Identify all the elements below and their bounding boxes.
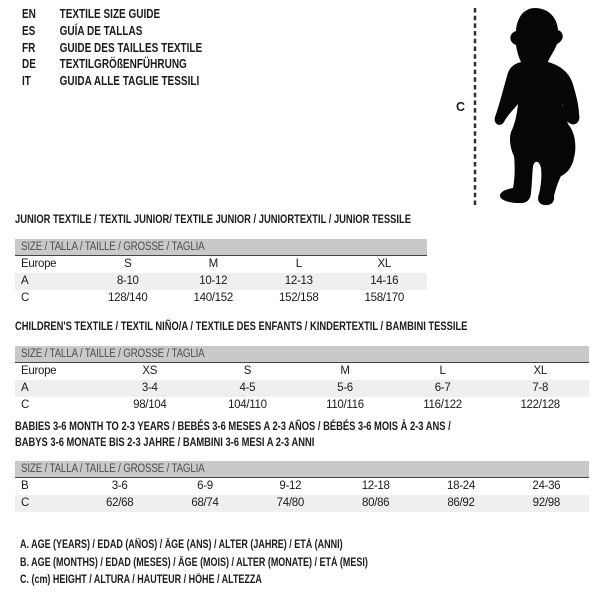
cell-value: 68/74 [162,495,248,512]
cell-value: 14-16 [341,272,427,290]
language-code: FR [22,40,36,55]
cell-value: 7-8 [491,379,589,397]
cell-value: 10-12 [170,272,256,290]
cell-value: 158/170 [364,291,405,304]
row-label: Europe [21,364,57,377]
cell-value: 5-6 [296,379,394,397]
table-title: BABIES 3-6 MONTH TO 2-3 YEARS / BEBÉS 3-… [15,419,451,433]
language-title-list: EN TEXTILE SIZE GUIDE ES GUÍA DE TALLAS … [22,6,247,90]
cell-value: L [295,257,302,270]
row-label: C [21,291,30,304]
table-title: BABYS 3-6 MONATE BIS 2-3 JAHRE / BAMBINI… [15,434,315,449]
cell-value: 80/86 [332,495,419,512]
cell-value: L [439,364,446,377]
cell-value: XL [377,257,392,270]
cell-value: 8-10 [85,272,171,290]
language-row: IT GUIDA ALLE TAGLIE TESSILI [22,73,202,90]
table-row: C 128/140 140/152 152/158 158/170 [15,290,427,307]
size-header-cell: SIZE / TALLA / TAILLE / GRÖSSE / TAGLIA [15,238,427,256]
table-row: C 98/104 104/110 110/116 116/122 122/128 [15,397,589,414]
cell-value: 4-5 [198,379,297,397]
size-header-text: SIZE / TALLA / TAILLE / GRÖSSE / TAGLIA [21,347,205,360]
table-row: B 3-6 6-9 9-12 12-18 18-24 24-36 [15,478,589,496]
language-code: DE [22,57,36,72]
language-title: TEXTILE SIZE GUIDE [59,7,161,21]
language-row: DE TEXTILGRÖßENFÜHRUNG [22,56,202,73]
language-title: GUIDE DES TAILLES TEXTILE [59,40,203,55]
language-title: TEXTILGRÖßENFÜHRUNG [59,57,187,72]
cell-value: 110/116 [326,398,364,411]
size-header-row: SIZE / TALLA / TAILLE / GRÖSSE / TAGLIA [15,345,589,363]
row-label: A [15,379,101,397]
language-code: EN [22,7,36,21]
table-row: A 8-10 10-12 12-13 14-16 [15,272,427,290]
size-header-cell: SIZE / TALLA / TAILLE / GRÖSSE / TAGLIA [15,345,589,363]
cell-value: S [243,364,252,377]
cell-value: 128/140 [108,291,148,304]
measure-legend: A. AGE (YEARS) / EDAD (AÑOS) / ÂGE (ANS)… [20,537,466,590]
row-label: C [15,495,77,512]
cell-value: 104/110 [228,398,267,411]
size-table: SIZE / TALLA / TAILLE / GRÖSSE / TAGLIA E… [15,345,589,414]
size-table: SIZE / TALLA / TAILLE / GRÖSSE / TAGLIA E… [15,238,427,307]
table-row: Europe XS S M L XL [15,362,589,380]
cell-value: M [208,257,219,270]
height-measure-label: C [456,100,466,114]
row-label: Europe [21,257,57,270]
cell-value: 140/152 [193,291,234,304]
babies-textile-section: BABIES 3-6 MONTH TO 2-3 YEARS / BEBÉS 3-… [15,419,589,512]
cell-value: XL [533,364,547,377]
cell-value: 92/98 [503,495,589,512]
cell-value: 86/92 [418,495,504,512]
cell-value: 116/122 [423,398,462,411]
cell-value: 98/104 [133,398,167,411]
language-code: IT [22,74,31,89]
language-row: FR GUIDE DES TAILLES TEXTILE [22,40,202,57]
size-header-cell: SIZE / TALLA / TAILLE / GRÖSSE / TAGLIA [15,461,589,478]
size-header-text: SIZE / TALLA / TAILLE / GRÖSSE / TAGLIA [21,240,205,253]
cell-value: S [124,257,132,270]
table-title: JUNIOR TEXTILE / TEXTIL JUNIOR/ TEXTILE … [15,212,411,226]
size-header-row: SIZE / TALLA / TAILLE / GRÖSSE / TAGLIA [15,461,589,478]
language-row: ES GUÍA DE TALLAS [22,23,202,40]
legend-line-b: B. AGE (MONTHS) / EDAD (MESES) / ÂGE (MO… [20,556,368,569]
cell-value: 62/68 [77,495,163,512]
cell-value: 12-18 [361,480,390,492]
cell-value: 74/80 [247,495,333,512]
junior-textile-section: JUNIOR TEXTILE / TEXTIL JUNIOR/ TEXTILE … [15,212,427,307]
language-title: GUIDA ALLE TAGLIE TESSILI [59,74,200,89]
cell-value: 9-12 [279,480,302,492]
size-header-text: SIZE / TALLA / TAILLE / GRÖSSE / TAGLIA [21,463,205,475]
size-table: SIZE / TALLA / TAILLE / GRÖSSE / TAGLIA B… [15,461,589,512]
toddler-silhouette-icon [473,8,580,207]
row-label: A [15,272,85,290]
cell-value: M [340,364,350,377]
row-label: C [21,398,30,411]
table-row: C 62/68 68/74 74/80 80/86 86/92 92/98 [15,495,589,512]
cell-value: XS [142,364,158,377]
table-row: A 3-4 4-5 5-6 6-7 7-8 [15,379,589,397]
cell-value: 152/158 [279,291,319,304]
children-textile-section: CHILDREN'S TEXTILE / TEXTIL NIÑO/A / TEX… [15,319,589,414]
cell-value: 18-24 [447,480,475,492]
legend-line-c: C. (cm) HEIGHT / ALTURA / HAUTEUR / HÖHE… [20,574,262,587]
size-header-row: SIZE / TALLA / TAILLE / GRÖSSE / TAGLIA [15,238,427,256]
language-title: GUÍA DE TALLAS [59,23,143,38]
legend-line-a: A. AGE (YEARS) / EDAD (AÑOS) / ÂGE (ANS)… [20,539,343,551]
cell-value: 6-9 [197,480,213,492]
cell-value: 3-4 [101,379,199,397]
cell-value: 3-6 [111,480,128,492]
table-title: CHILDREN'S TEXTILE / TEXTIL NIÑO/A / TEX… [15,319,468,333]
cell-value: 12-13 [256,272,342,290]
language-code: ES [22,23,36,38]
cell-value: 6-7 [393,379,492,397]
language-row: EN TEXTILE SIZE GUIDE [22,6,202,23]
cell-value: 24-36 [532,480,561,492]
cell-value: 122/128 [520,398,560,411]
table-row: Europe S M L XL [15,255,427,273]
row-label: B [21,480,29,492]
